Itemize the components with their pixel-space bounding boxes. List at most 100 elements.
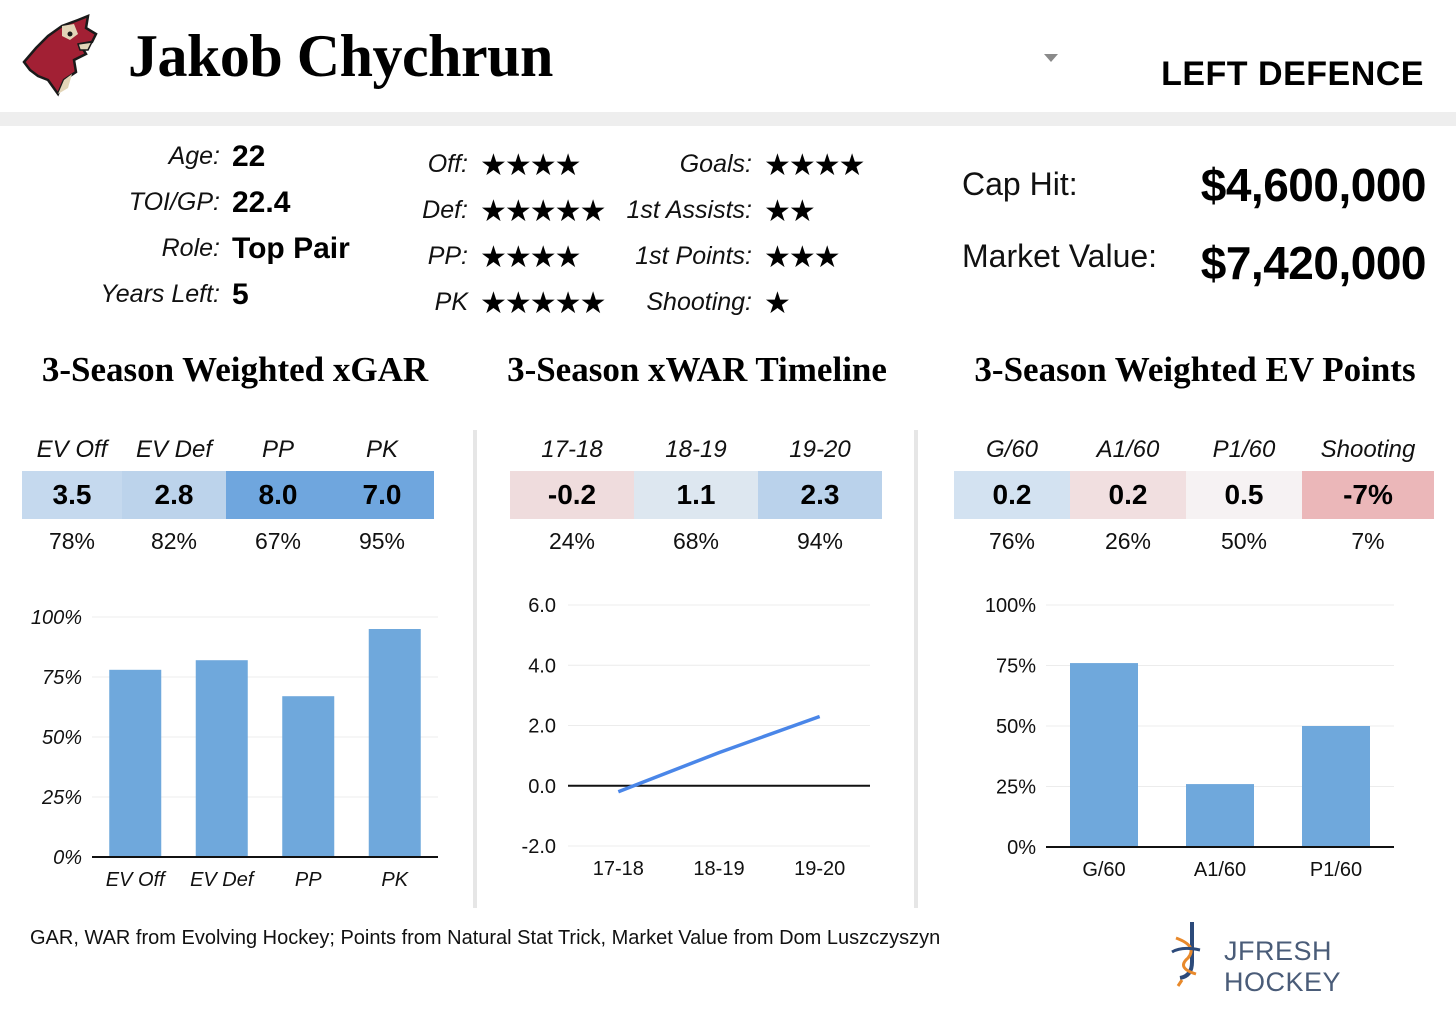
cap-hit-value: $4,600,000 [1200,159,1427,211]
x-tick-label: 18-19 [693,858,744,880]
xwar-section-title: 3-Season xWAR Timeline [507,350,887,389]
xwar-percentile: 24% [548,528,596,554]
first-assists-label: 1st Assists: [626,196,753,224]
jfresh-logo-icon [1168,918,1208,988]
brand-name: JFRESH HOCKEY [1224,936,1342,997]
coyote-head-logo [18,14,104,100]
ev-header: G/60 [985,436,1039,463]
role-label: Role: [161,234,220,262]
ev-value-cell: 0.2 [954,471,1070,519]
xgar-percentile-chart: 0% 25% 50% 75% 100% EV Off EV Def PP PK [31,607,438,891]
pk-stars: ★★★★★ [480,287,606,320]
pp-stars: ★★★★ [480,241,582,274]
pk-label: PK [434,288,468,316]
bar [1302,726,1370,847]
ev-header: P1/60 [1212,436,1276,463]
role-value: Top Pair [232,232,350,265]
xwar-percentile: 68% [672,528,720,554]
x-tick-label: EV Off [106,869,167,891]
y-tick-label: -2.0 [522,836,556,858]
market-value-label: Market Value: [962,238,1158,274]
goals-stars: ★★★★ [764,149,866,182]
ev-percentile: 7% [1351,528,1385,554]
age-label: Age: [168,142,220,170]
header: Jakob Chychrun LEFT DEFENCE [0,0,1456,112]
xgar-table: EV Off EV Def PP PK 3.5 2.8 8.0 7.0 78% … [22,436,434,556]
ev-header: A1/60 [1096,436,1160,463]
xwar-table: 17-18 18-19 19-20 -0.2 1.1 2.3 24% 68% 9… [510,436,882,556]
xgar-percentile: 95% [358,528,406,554]
off-label: Off: [427,150,468,178]
y-tick-label: 4.0 [528,655,556,677]
x-tick-label: PK [381,869,409,891]
pp-label: PP: [427,242,468,270]
ev-value-cell: 0.2 [1070,471,1186,519]
y-tick-label: 0% [1007,837,1036,859]
ev-percentile: 76% [988,528,1036,554]
bar [1186,784,1254,847]
ev-value-cell: 0.5 [1186,471,1302,519]
bar [195,660,248,857]
xgar-percentile: 67% [254,528,302,554]
ev-points-section-title: 3-Season Weighted EV Points [974,350,1416,389]
ratings-offence-block: Off: ★★★★ Def: ★★★★★ PP: ★★★★ PK ★★★★★ [360,150,620,330]
xgar-header: PK [365,436,398,463]
y-tick-label: 6.0 [528,595,556,617]
goals-label: Goals: [679,150,752,178]
y-tick-label: 50% [42,727,82,749]
xwar-value-cell: 2.3 [758,471,882,519]
x-tick-label: PP [295,869,322,891]
bar [368,629,421,857]
ev-percentile: 26% [1104,528,1152,554]
ev-points-percentile-chart: 0% 25% 50% 75% 100% G/60 A1/60 P1/60 [985,595,1394,881]
toi-label: TOI/GP: [128,188,220,216]
y-tick-label: 0.0 [528,776,556,798]
y-tick-label: 75% [42,667,82,689]
caret-down-icon[interactable] [1044,54,1058,62]
xwar-percentile: 94% [796,528,844,554]
y-tick-label: 2.0 [528,716,556,738]
xgar-percentile: 78% [48,528,96,554]
xwar-header: 18-19 [665,436,727,463]
years-left-value: 5 [232,278,249,311]
first-points-stars: ★★★ [764,241,841,274]
source-note: GAR, WAR from Evolving Hockey; Points fr… [30,927,941,949]
xgar-section-title: 3-Season Weighted xGAR [41,350,429,389]
ev-header: Shooting [1320,436,1416,463]
xwar-timeline-chart: -2.0 0.0 2.0 4.0 6.0 17-18 18-19 19-20 [522,595,870,880]
x-tick-label: P1/60 [1310,859,1362,881]
bar [282,696,335,857]
xgar-header: EV Def [135,436,213,463]
age-value: 22 [232,140,266,173]
def-stars: ★★★★★ [480,195,606,228]
y-tick-label: 25% [41,787,82,809]
xgar-header: EV Off [36,436,108,463]
cap-hit-label: Cap Hit: [962,166,1078,202]
ratings-scoring-block: Goals: ★★★★ 1st Assists: ★★ 1st Points: … [600,150,900,330]
xwar-value-cell: 1.1 [634,471,758,519]
def-label: Def: [422,196,468,224]
x-tick-label: G/60 [1082,859,1125,881]
y-tick-label: 50% [996,716,1036,738]
x-tick-label: 17-18 [593,858,644,880]
y-tick-label: 100% [985,595,1036,617]
xwar-header: 17-18 [541,436,603,463]
y-tick-label: 100% [31,607,82,629]
header-divider [0,112,1456,126]
shooting-stars: ★ [764,287,791,320]
off-stars: ★★★★ [480,149,582,182]
ev-value-cell: -7% [1302,471,1434,519]
player-name: Jakob Chychrun [128,23,553,89]
xgar-value-cell: 7.0 [330,471,434,519]
years-left-label: Years Left: [100,280,220,308]
x-tick-label: A1/60 [1194,859,1246,881]
xgar-value-cell: 2.8 [122,471,226,519]
x-tick-label: EV Def [190,869,256,891]
y-tick-label: 75% [996,656,1036,678]
bar [109,669,162,857]
ev-points-table: G/60 A1/60 P1/60 Shooting 0.2 0.2 0.5 -7… [954,436,1434,556]
column-divider [473,430,477,908]
xgar-value-cell: 3.5 [22,471,122,519]
x-tick-label: 19-20 [794,858,845,880]
y-tick-label: 0% [53,847,82,869]
